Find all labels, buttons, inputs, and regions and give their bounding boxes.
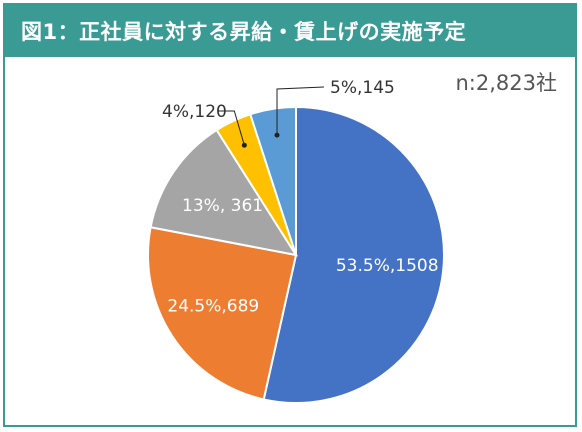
pie-slice-label-0: 53.5%,1508 xyxy=(336,256,439,276)
sample-size-label: n:2,823社 xyxy=(455,71,557,95)
leader-line-4 xyxy=(276,86,325,136)
pie-slice-2 xyxy=(149,128,299,257)
pie-slices xyxy=(147,105,445,404)
title-bar: 図1：正社員に対する昇給・賃上げの実施予定 xyxy=(5,5,575,57)
leader-line-3 xyxy=(218,110,245,146)
pie-slice-4 xyxy=(249,105,297,256)
pie-slice-label-4: 5%,145 xyxy=(330,78,395,98)
pie-slice-label-3: 4%,120 xyxy=(162,102,227,122)
chart-title: 図1：正社員に対する昇給・賃上げの実施予定 xyxy=(21,20,467,44)
pie-leader-lines xyxy=(218,86,325,148)
pie-slice-label-1: 24.5%,689 xyxy=(167,296,259,316)
pie-slice-labels: 53.5%,1508 24.5%,689 13%, 361 4%,120 5%,145 xyxy=(162,78,439,316)
pie-slice-label-2: 13%, 361 xyxy=(182,196,263,216)
pie-slice-0 xyxy=(262,105,445,404)
pie-slice-1 xyxy=(147,226,298,401)
